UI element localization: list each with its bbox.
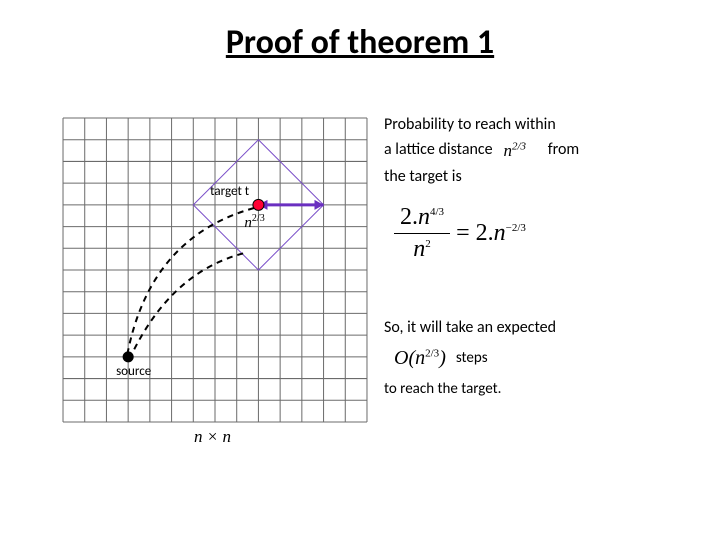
lattice-diagram: source target t n2/3 n × n bbox=[60, 115, 370, 455]
page-title: Proof of theorem 1 bbox=[0, 22, 720, 63]
big-o: O(n2/3) bbox=[394, 347, 446, 370]
caption-n1: n bbox=[194, 427, 203, 446]
frac-num: 2.n4/3 bbox=[394, 204, 450, 234]
line-2b: from bbox=[548, 140, 579, 159]
content: source target t n2/3 n × n Probability to … bbox=[60, 115, 700, 515]
grid-caption: n × n bbox=[60, 425, 365, 447]
svg-text:target t: target t bbox=[210, 183, 250, 199]
line-2-math: n2/3 bbox=[503, 141, 526, 160]
frac-den: n2 bbox=[394, 234, 450, 263]
formula: 2.n4/3 n2 = 2.n−2/3 bbox=[394, 204, 674, 263]
formula-rhs: = 2.n−2/3 bbox=[456, 220, 526, 246]
svg-text:source: source bbox=[116, 363, 152, 379]
caption-n2: n bbox=[222, 427, 231, 446]
line-3: the target is bbox=[384, 167, 674, 186]
grid-svg: source target t n2/3 bbox=[60, 115, 370, 425]
line-2a: a lattice distance bbox=[384, 140, 493, 159]
line-4: So, it will take an expected bbox=[384, 318, 674, 337]
svg-text:n2/3: n2/3 bbox=[244, 213, 264, 231]
steps-label: steps bbox=[456, 349, 488, 367]
line-1: Probability to reach within bbox=[384, 115, 674, 134]
fraction: 2.n4/3 n2 bbox=[394, 204, 450, 263]
line-2: a lattice distance n2/3 from bbox=[384, 140, 674, 161]
line-5: to reach the target. bbox=[384, 380, 674, 398]
text-column: Probability to reach within a lattice di… bbox=[384, 115, 674, 515]
